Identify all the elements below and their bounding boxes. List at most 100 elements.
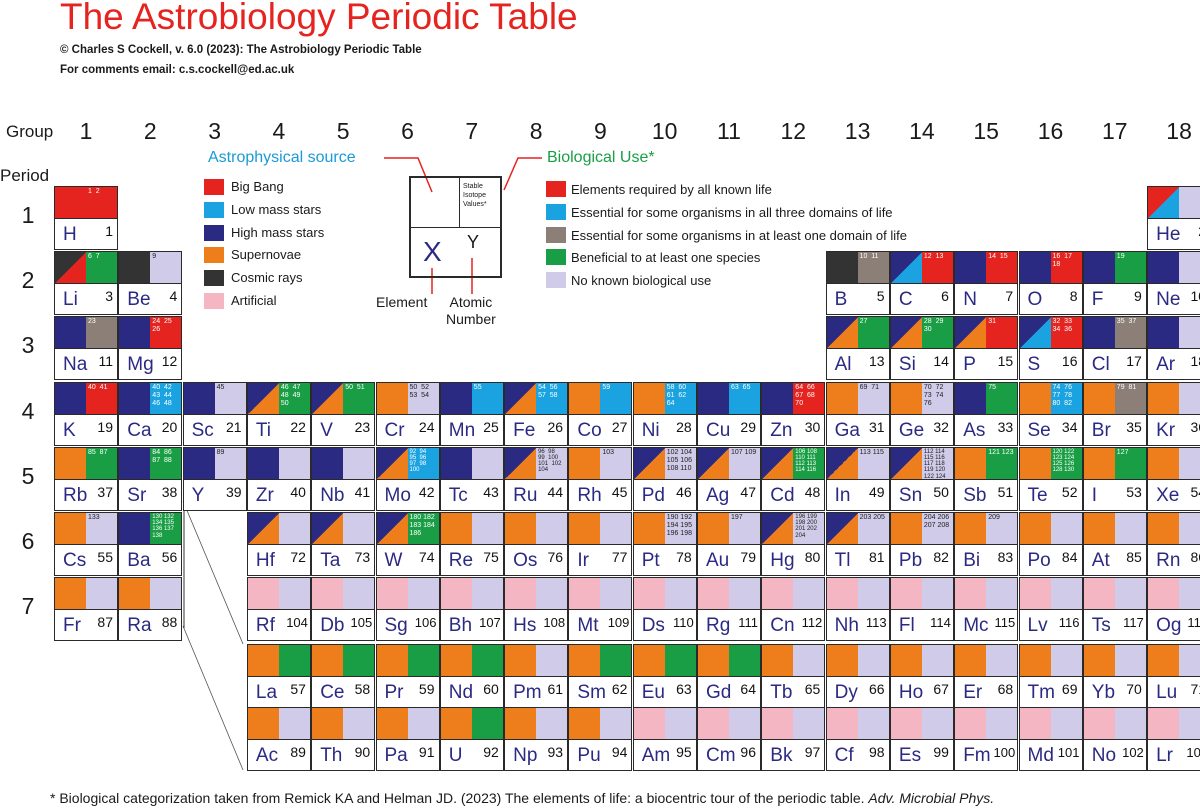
- bio-use-block: [471, 513, 503, 544]
- bio-use-block: [86, 513, 117, 544]
- atomic-number: 51: [997, 483, 1014, 500]
- bio-swatch: [546, 249, 566, 266]
- astro-source-block: [762, 382, 794, 414]
- element-cell-at: At 85: [1082, 512, 1147, 576]
- astro-key-pointer: [384, 157, 433, 193]
- atomic-number: 60: [483, 681, 499, 697]
- astro-source-block: [312, 447, 344, 479]
- bio-use-block: [1114, 382, 1146, 414]
- atomic-number: 25: [483, 418, 499, 435]
- astro-source-block: [955, 513, 987, 544]
- bio-use-block: [729, 578, 760, 610]
- astro-source-block: [440, 382, 472, 414]
- bio-use-block: [278, 578, 310, 610]
- element-symbol: Ds: [641, 615, 665, 637]
- bio-use-block: [407, 447, 439, 479]
- element-symbol: As: [963, 419, 986, 441]
- astro-source-block: [955, 645, 987, 676]
- astro-legend-label: Big Bang: [231, 179, 284, 194]
- element-symbol: Be: [127, 289, 151, 311]
- element-cell-ne: Ne 10: [1147, 251, 1200, 316]
- bio-use-block: [471, 382, 503, 414]
- bio-use-block: [729, 645, 760, 676]
- element-cell-pd: 102 104 105 106 108 110 Pd 46: [632, 446, 697, 511]
- atomic-number: 107: [479, 615, 501, 631]
- group-number: 14: [909, 118, 935, 144]
- footnote-journal: Adv. Microbial Phys.: [868, 790, 995, 806]
- bio-use-block: [343, 578, 375, 610]
- element-cell-ga: 69 71 Ga 31: [825, 381, 890, 446]
- bio-legend-title: Biological Use*: [547, 149, 655, 166]
- element-cell-po: Po 84: [1018, 512, 1083, 576]
- atomic-number: 87: [97, 614, 113, 631]
- element-cell-au: 197 Au 79: [697, 512, 761, 576]
- atomic-number: 33: [997, 418, 1014, 435]
- element-symbol: Ag: [706, 484, 730, 506]
- element-symbol: Al: [834, 354, 852, 376]
- element-symbol: Sm: [577, 682, 606, 703]
- isotope-values: 12 13: [923, 253, 944, 261]
- element-cell-lr: Lr 103: [1147, 707, 1200, 771]
- astro-source-block: [890, 708, 922, 739]
- astro-source-block: [762, 447, 794, 479]
- isotope-values: 54 56 57 58: [538, 383, 558, 399]
- element-symbol: Tl: [834, 550, 851, 571]
- element-cell-md: Md 101: [1018, 707, 1083, 771]
- element-symbol: Mt: [577, 615, 599, 637]
- period-number: 7: [21, 593, 35, 620]
- atomic-number: 66: [869, 681, 885, 697]
- group-number: 5: [336, 118, 350, 144]
- element-symbol: S: [1027, 354, 1041, 376]
- atomic-number: 39: [226, 483, 242, 500]
- element-symbol: Re: [448, 550, 474, 571]
- bio-use-block: [986, 382, 1018, 414]
- element-cell-co: 59 Co 27: [568, 381, 633, 446]
- astro-source-block: [890, 382, 922, 414]
- astro-source-block: [1083, 447, 1115, 479]
- astro-source-block: [119, 578, 151, 610]
- key-number: Y: [467, 232, 480, 252]
- isotope-values: 40 42 43 44 46 48: [152, 383, 172, 407]
- footnote: * Biological categorization taken from R…: [50, 790, 994, 806]
- element-cell-xe: Xe 54: [1147, 446, 1200, 511]
- key-symbol: X: [423, 236, 442, 267]
- bio-use-block: [407, 513, 439, 544]
- astro-source-block: [1083, 645, 1115, 676]
- astro-source-block: [762, 645, 794, 676]
- element-symbol: Rn: [1156, 550, 1181, 571]
- astro-source-block: [1148, 645, 1180, 676]
- element-cell-ru: 96 98 99 100 101 102 104 Ru 44: [504, 446, 569, 511]
- isotope-values: 40 41: [88, 383, 108, 391]
- bio-use-block: [536, 382, 568, 414]
- bio-use-block: [1050, 447, 1082, 479]
- astro-source-block: [1148, 317, 1180, 349]
- isotope-values: 14 15: [988, 253, 1008, 261]
- atomic-number: 95: [676, 744, 692, 760]
- element-cell-cm: Cm 96: [697, 707, 761, 771]
- element-cell-os: Os 76: [504, 512, 569, 576]
- bio-use-block: [1050, 513, 1082, 544]
- element-cell-mn: 55 Mn 25: [439, 381, 504, 446]
- astro-source-block: [890, 317, 922, 349]
- element-cell-s: 32 33 34 36 S 16: [1018, 316, 1083, 381]
- group-number: 1: [79, 118, 93, 144]
- bio-use-block: [1050, 252, 1082, 284]
- bio-use-block: [1114, 645, 1146, 676]
- astro-source-block: [505, 513, 537, 544]
- element-cell-mo: 92 94 95 96 97 98 100 Mo 42: [375, 446, 440, 511]
- key-isotope-label: Stable Isotope Values*: [463, 183, 487, 208]
- bio-use-block: [536, 708, 568, 739]
- atomic-number: 116: [1058, 615, 1080, 631]
- bio-use-block: [921, 252, 953, 284]
- element-symbol: Pa: [384, 745, 408, 766]
- isotope-values: 19: [1116, 253, 1125, 261]
- element-cell-pm: Pm 61: [504, 644, 569, 708]
- element-symbol: Ts: [1091, 615, 1111, 637]
- element-cell-w: 180 182 183 184 186 W 74: [375, 512, 440, 576]
- element-cell-se: 74 76 77 78 80 82 Se 34: [1018, 381, 1083, 446]
- bio-use-block: [986, 447, 1018, 479]
- atomic-number: 72: [290, 549, 306, 565]
- atomic-number: 16: [1061, 353, 1078, 370]
- bio-use-block: [921, 578, 953, 610]
